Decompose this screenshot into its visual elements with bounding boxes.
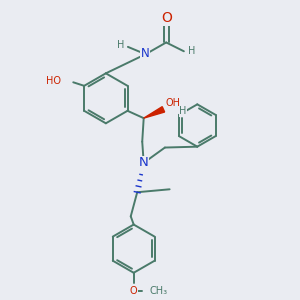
Text: O: O xyxy=(161,11,172,25)
Text: H: H xyxy=(179,106,187,116)
Text: CH₃: CH₃ xyxy=(149,286,167,296)
Text: H: H xyxy=(117,40,124,50)
Text: H: H xyxy=(188,46,196,56)
Text: N: N xyxy=(141,47,149,60)
Polygon shape xyxy=(144,107,165,118)
Text: HO: HO xyxy=(46,76,62,86)
Text: O: O xyxy=(130,286,137,296)
Text: N: N xyxy=(139,156,148,169)
Text: OH: OH xyxy=(166,98,181,108)
